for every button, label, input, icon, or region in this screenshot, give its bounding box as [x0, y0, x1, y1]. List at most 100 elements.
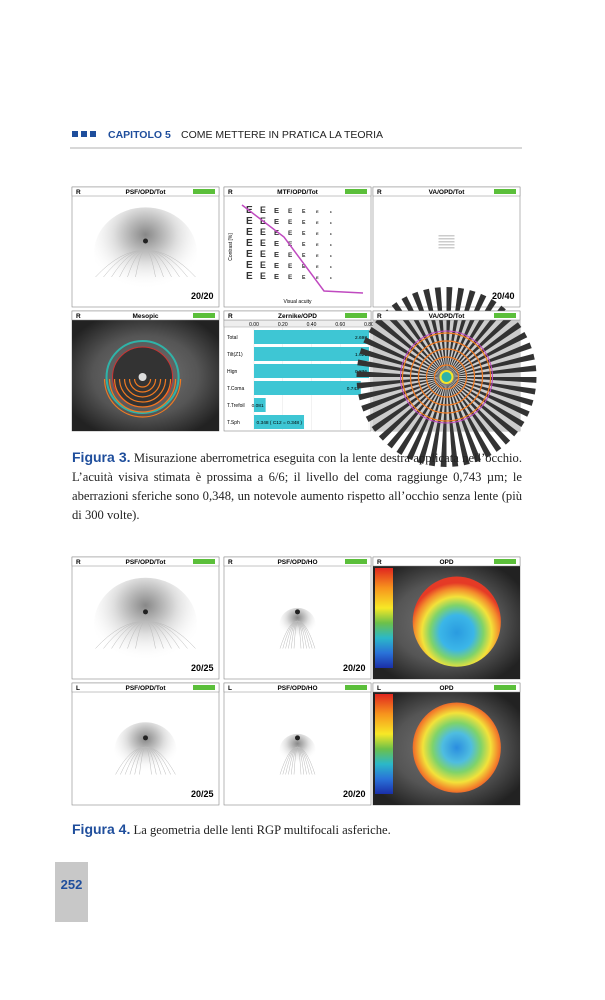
va-blur	[438, 241, 455, 243]
optotype: E	[246, 260, 253, 271]
target-ring	[417, 348, 476, 406]
zernike-bar	[254, 364, 369, 378]
optotype: E	[316, 275, 319, 280]
star-spoke	[434, 287, 447, 377]
panel-side: R	[228, 189, 233, 196]
optotype: E	[316, 264, 319, 269]
zernike-label: Total	[227, 335, 238, 341]
star-spoke	[446, 287, 453, 377]
va-blur	[438, 244, 455, 246]
panel-title: PSF/OPD/Tot	[126, 189, 167, 196]
panel-tag	[494, 559, 516, 564]
panel-side: R	[228, 313, 233, 320]
panel-title: Zernike/OPD	[278, 313, 317, 320]
target-ring	[400, 330, 493, 424]
optotype: E	[288, 241, 293, 248]
panel-title-bar	[223, 310, 372, 321]
optotype: E	[260, 227, 266, 237]
star-spoke	[446, 377, 537, 383]
color-scale	[375, 694, 393, 794]
panel-title: VA/OPD/Tot	[429, 313, 466, 320]
optotype: E	[288, 208, 293, 215]
panel-title: VA/OPD/Tot	[429, 189, 466, 196]
panel-note: 20/20	[343, 663, 366, 673]
psf-core	[295, 735, 300, 741]
caption-label: Figura 4.	[72, 821, 131, 837]
zernike-tick: 0.40	[307, 322, 317, 328]
pupil-center	[138, 373, 147, 381]
optotype: E	[260, 271, 266, 281]
panel-title: PSF/OPD/Tot	[126, 559, 167, 566]
page-tab	[55, 862, 88, 922]
panel-title-bar	[223, 556, 372, 567]
optotype: E	[302, 275, 306, 281]
caption-label: Figura 3.	[72, 449, 131, 465]
panel-side: R	[76, 559, 81, 566]
opd-map	[412, 702, 501, 793]
star-spoke	[356, 371, 447, 377]
optotype: E	[246, 238, 253, 249]
panel-title: MTF/OPD/Tot	[277, 189, 319, 196]
star-spoke	[357, 359, 447, 377]
psf-blur	[114, 722, 177, 778]
optotype: E	[260, 260, 266, 270]
panel-side: R	[76, 189, 81, 196]
panel-side: R	[377, 189, 382, 196]
psf-core	[143, 735, 148, 741]
optotype: E	[274, 228, 279, 237]
panel-title: Mesopic	[132, 313, 158, 320]
va-blur	[438, 238, 455, 240]
panel-tag	[193, 313, 215, 318]
optotype: E	[274, 239, 279, 248]
panel-tag	[494, 313, 516, 318]
header-marker	[81, 131, 87, 137]
optotype: E	[288, 263, 293, 270]
optotype: E	[302, 253, 306, 259]
optotype: E	[260, 249, 266, 259]
star-spoke	[440, 377, 447, 467]
panel-side: R	[76, 313, 81, 320]
panel-side: L	[377, 685, 381, 692]
panel-title-bar	[71, 186, 220, 197]
optotype: E	[316, 220, 319, 225]
psf-core	[143, 238, 148, 244]
optotype: E	[274, 272, 279, 281]
header-marker	[90, 131, 96, 137]
panel-title: PSF/OPD/Tot	[126, 685, 167, 692]
panel-tag	[193, 559, 215, 564]
panel-note: 20/25	[191, 789, 214, 799]
header-marker	[72, 131, 78, 137]
color-scale	[375, 568, 393, 668]
zernike-value: 0.743	[347, 386, 359, 392]
placido-arc	[133, 378, 152, 388]
optotype: E	[288, 219, 293, 226]
panel-tag	[193, 189, 215, 194]
zernike-tick: 0.00	[249, 322, 259, 328]
placido-arc	[123, 378, 162, 398]
optotype: E	[288, 230, 293, 237]
psf-blur	[279, 607, 316, 641]
panel-title-bar	[223, 682, 372, 693]
optotype: E	[316, 253, 319, 258]
panel-side: L	[76, 685, 80, 692]
panel-title-bar	[223, 186, 372, 197]
zernike-tick: 0.60	[335, 322, 345, 328]
optotype: E	[274, 217, 279, 226]
placido-arc	[128, 378, 157, 393]
panel-side: L	[228, 685, 232, 692]
caption-text: La geometria delle lenti RGP multifocali…	[133, 823, 391, 837]
caption-text: Misurazione aberrometrica eseguita con l…	[72, 451, 522, 522]
target-ring	[433, 364, 460, 390]
optotype: E	[302, 231, 306, 237]
psf-ring	[95, 249, 196, 278]
placido-arc	[108, 378, 177, 413]
panel-tag	[345, 685, 367, 690]
star-spoke	[446, 377, 536, 395]
optotype: E	[330, 276, 332, 280]
panel-note: 20/40	[492, 291, 515, 301]
star-spoke	[446, 287, 465, 377]
zernike-label: T.Coma	[227, 386, 244, 392]
panel-side: R	[228, 559, 233, 566]
